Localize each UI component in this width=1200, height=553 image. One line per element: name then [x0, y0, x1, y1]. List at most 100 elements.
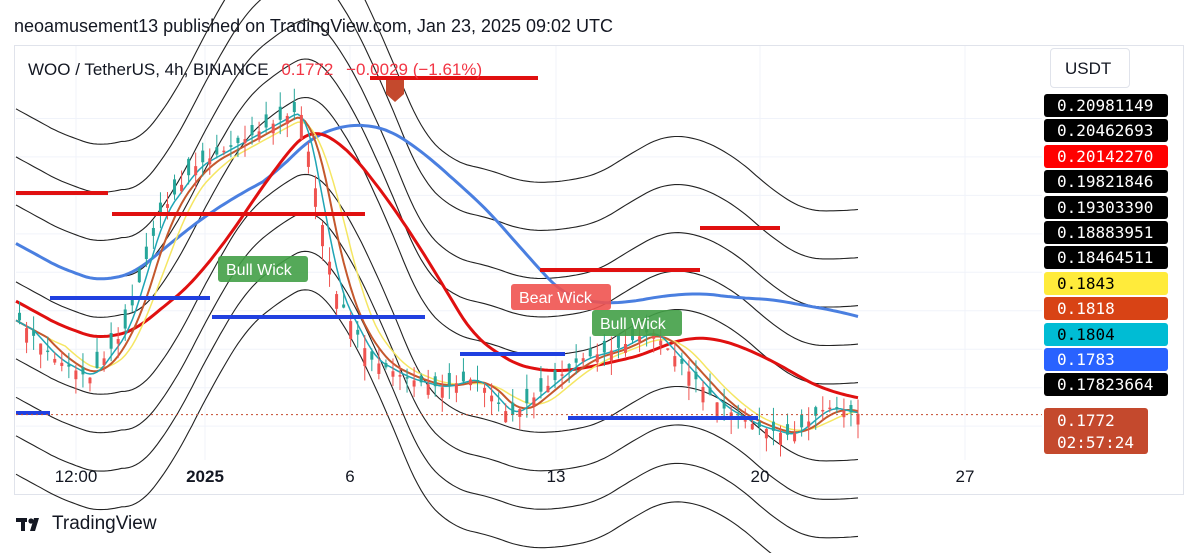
candle-body: [807, 421, 811, 427]
red-ma-line: [15, 132, 859, 400]
wick-annotation-label: Bull Wick: [226, 262, 293, 279]
wick-annotation-box: [218, 256, 308, 282]
candle-body: [74, 370, 78, 380]
candle-body: [306, 151, 310, 167]
candle-body: [165, 204, 169, 208]
candle-body: [370, 351, 374, 360]
candle-body: [25, 328, 29, 343]
candle-body: [173, 179, 177, 195]
candle-body: [525, 388, 529, 404]
candle-body: [88, 377, 92, 384]
price-scale-label: 0.20981149: [1044, 94, 1168, 117]
symbol-name: WOO / TetherUS, 4h, BINANCE: [28, 60, 269, 79]
candle-body: [454, 383, 458, 393]
candle-body: [116, 339, 120, 344]
candle-body: [546, 385, 550, 393]
last-price: 0.1772: [281, 60, 334, 79]
candle-body: [750, 423, 754, 430]
teal-ma-line: [15, 113, 859, 435]
price-change: −0.0029 (−1.61%): [346, 60, 483, 79]
wick-annotation-box: [592, 310, 682, 336]
candle-body: [553, 370, 557, 381]
candle-body: [616, 334, 620, 348]
price-scale-label: 0.18464511: [1044, 246, 1168, 270]
candle-body: [771, 421, 775, 431]
envelope-band-line: [15, 212, 859, 500]
candle-body: [518, 409, 522, 417]
candle-body: [623, 344, 627, 353]
candle-body: [236, 137, 240, 143]
price-scale-label: 0.1818: [1044, 297, 1168, 321]
candle-body: [271, 123, 275, 134]
candle-body: [729, 412, 733, 420]
candle-body: [180, 184, 184, 192]
price-scale-label: 0.20142270: [1044, 144, 1168, 168]
candle-body: [694, 371, 698, 380]
publish-header: neoamusement13 published on TradingView.…: [14, 16, 614, 36]
candle-body: [497, 402, 501, 404]
candle-body: [588, 348, 592, 357]
candle-body: [137, 268, 141, 283]
price-scale-label: 0.1804: [1044, 322, 1168, 346]
candle-body: [363, 348, 367, 367]
candle-body: [222, 150, 226, 153]
candle-body: [158, 202, 162, 214]
candle-body: [123, 309, 127, 329]
candle-body: [595, 354, 599, 363]
candle-body: [215, 147, 219, 155]
candle-body: [666, 348, 670, 350]
time-axis-tick: 27: [955, 467, 975, 486]
price-scale-label: 0.19821846: [1044, 170, 1168, 194]
candle-body: [264, 114, 268, 128]
candle-body: [461, 371, 465, 382]
chart-frame[interactable]: [14, 45, 1184, 495]
candle-body: [673, 356, 677, 367]
currency-selector[interactable]: USDT: [1050, 48, 1130, 88]
footer-brand-label: TradingView: [52, 513, 157, 534]
candle-body: [201, 150, 205, 163]
candle-body: [476, 380, 480, 382]
candle-body: [786, 424, 790, 435]
envelope-band-line: [15, 96, 859, 385]
candle-body: [377, 363, 381, 374]
candle-body: [581, 358, 585, 362]
last-price-label: 0.1772 02:57:24: [1044, 408, 1148, 454]
candle-body: [102, 358, 106, 366]
candle-body: [764, 428, 768, 439]
footer-brand[interactable]: TradingView: [16, 513, 157, 535]
orange-ma-line: [15, 116, 859, 434]
wick-annotation-label: Bull Wick: [600, 316, 667, 333]
candle-body: [292, 101, 296, 113]
candle-body: [187, 158, 191, 176]
candle-body: [567, 364, 571, 369]
candle-body: [821, 409, 825, 412]
candle-body: [285, 115, 289, 124]
candle-body: [60, 362, 64, 366]
candle-body: [109, 333, 113, 349]
envelope-band-line: [15, 289, 772, 553]
envelope-band-line: [15, 0, 859, 260]
candle-body: [814, 407, 818, 416]
candle-body: [504, 411, 508, 423]
candle-body: [18, 312, 22, 321]
candle-body: [53, 358, 57, 363]
candle-body: [328, 261, 332, 275]
candle-body: [32, 330, 36, 336]
candle-body: [849, 404, 853, 413]
symbol-legend[interactable]: WOO / TetherUS, 4h, BINANCE 0.1772 −0.00…: [28, 60, 482, 80]
candle-body: [743, 420, 747, 422]
price-scale-label: 0.18883951: [1044, 221, 1168, 244]
candle-body: [426, 384, 430, 395]
candle-body: [511, 402, 515, 415]
wick-annotation-box: [511, 284, 611, 310]
envelope-band-line: [15, 58, 859, 347]
candle-body: [39, 343, 43, 355]
time-axis-tick: 6: [345, 467, 355, 486]
candle-body: [856, 413, 860, 425]
envelope-band-line: [15, 0, 859, 212]
candle-body: [490, 395, 494, 402]
candle-body: [793, 433, 797, 442]
candle-body: [151, 227, 155, 236]
candle-body: [828, 407, 832, 410]
